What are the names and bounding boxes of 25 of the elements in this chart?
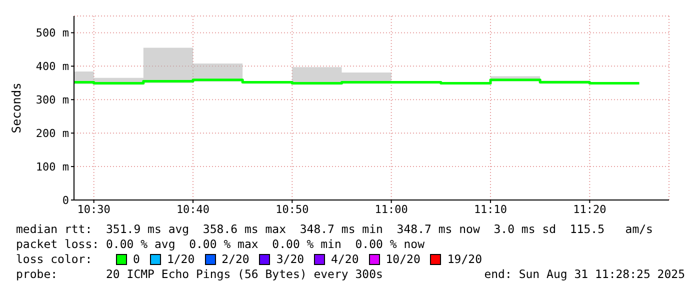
y-tick-label: 200 m: [36, 126, 70, 140]
text: median rtt: 351.9 ms avg 358.6 ms max 348.7 ms min 348.7 ms now 3.0 ms sd 115.5 am/s: [16, 222, 654, 237]
x-tick-label: 10:30: [77, 202, 110, 216]
y-tick-label: 100 m: [36, 160, 70, 174]
legend-label: 0: [132, 252, 140, 267]
legend-title: loss color:: [16, 252, 94, 267]
legend-label: 4/20: [330, 252, 359, 267]
y-tick-label: 0: [62, 194, 69, 207]
legend-label: 1/20: [166, 252, 195, 267]
legend-label: 19/20: [446, 252, 482, 267]
x-tick-label: 10:50: [276, 202, 309, 216]
text: packet loss: 0.00 % avg 0.00 % max 0.00 % min 0.00 % now: [16, 237, 426, 252]
text: end: Sun Aug 31 11:28:25 2025: [484, 267, 685, 282]
legend-label: 2/20: [220, 252, 250, 267]
legend-label: 10/20: [384, 252, 420, 267]
y-tick-label: 400 m: [36, 60, 70, 74]
legend-label: 3/20: [275, 252, 304, 267]
y-tick-label: 500 m: [36, 26, 70, 40]
x-tick-label: 11:10: [474, 202, 508, 216]
x-tick-label: 11:20: [573, 202, 606, 216]
x-tick-label: 11:00: [374, 202, 408, 216]
y-axis-title: Seconds: [9, 82, 24, 134]
text: probe: 20 ICMP Echo Pings (56 Bytes) every 300s: [16, 267, 383, 282]
x-tick-label: 10:40: [176, 202, 210, 216]
y-tick-label: 300 m: [36, 94, 70, 107]
